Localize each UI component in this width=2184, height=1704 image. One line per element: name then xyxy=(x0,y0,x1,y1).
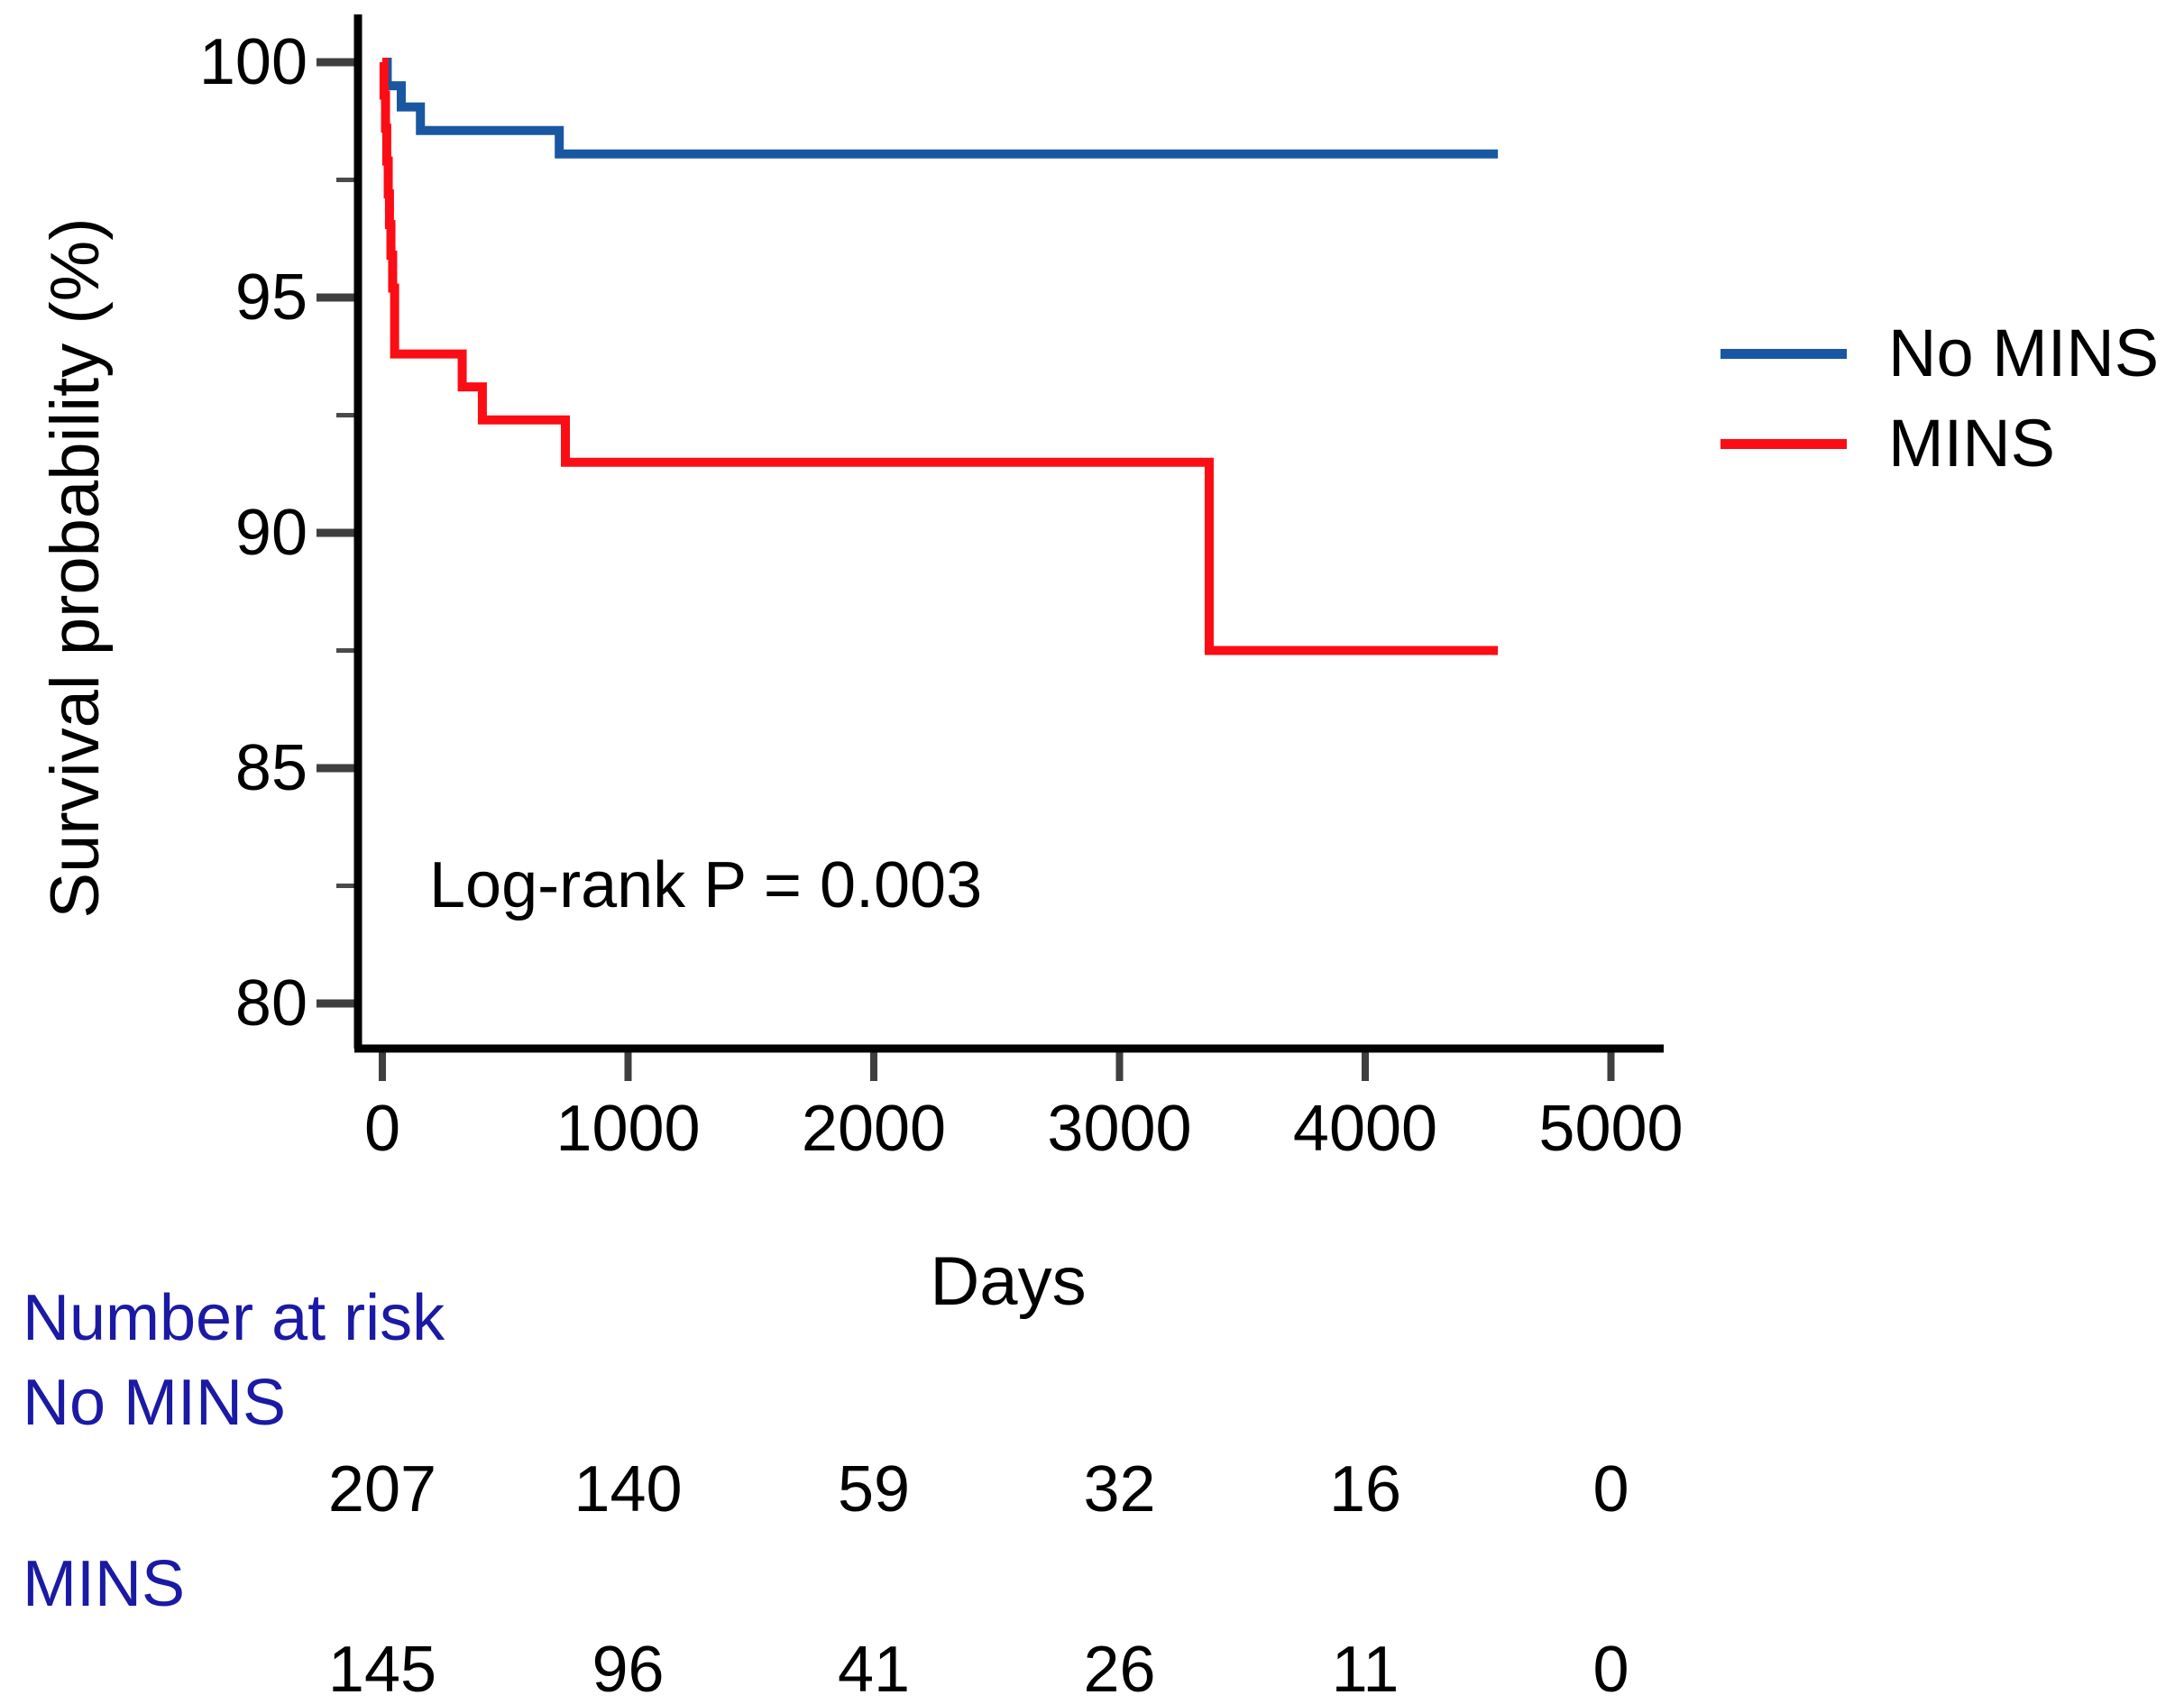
risk-count: 11 xyxy=(1331,1634,1399,1704)
log-rank-annotation: Log-rank P = 0.003 xyxy=(429,849,983,921)
risk-count: 96 xyxy=(592,1634,665,1704)
x-tick-label: 0 xyxy=(363,1093,401,1165)
mins-line-swatch-icon xyxy=(1721,438,1847,449)
y-axis-title: Survival probability (%) xyxy=(37,217,114,919)
x-tick-label: 3000 xyxy=(1047,1093,1192,1165)
risk-count: 207 xyxy=(327,1453,437,1525)
risk-count: 0 xyxy=(1592,1634,1629,1704)
y-tick-label: 90 xyxy=(234,497,307,569)
y-tick-label: 95 xyxy=(234,261,307,334)
risk-count: 145 xyxy=(327,1634,437,1704)
mins-survival-curve xyxy=(379,58,1499,655)
risk-row-label-mins: MINS xyxy=(23,1548,185,1620)
risk-count: 16 xyxy=(1328,1453,1402,1525)
risk-count: 26 xyxy=(1083,1634,1156,1704)
x-tick-label: 1000 xyxy=(555,1093,701,1165)
risk-count: 140 xyxy=(574,1453,683,1525)
legend-item-mins: MINS xyxy=(1721,410,2055,477)
risk-count: 0 xyxy=(1592,1453,1629,1525)
no-mins-line-swatch-icon xyxy=(1721,348,1847,359)
risk-count: 59 xyxy=(837,1453,911,1525)
axis-ticks xyxy=(317,58,1615,1081)
legend-label-no-mins: No MINS xyxy=(1888,316,2160,390)
legend-label-mins: MINS xyxy=(1888,406,2055,481)
x-axis-title: Days xyxy=(930,1243,1087,1320)
y-tick-label: 80 xyxy=(234,967,307,1040)
no-mins-survival-curve xyxy=(382,58,1499,159)
y-tick-label: 100 xyxy=(198,26,307,98)
risk-count: 32 xyxy=(1083,1453,1156,1525)
risk-row-label-no-mins: No MINS xyxy=(23,1367,287,1439)
risk-count: 41 xyxy=(837,1634,911,1704)
x-tick-label: 2000 xyxy=(801,1093,947,1165)
x-tick-label: 4000 xyxy=(1292,1093,1438,1165)
risk-table-title: Number at risk xyxy=(23,1282,445,1354)
y-tick-label: 85 xyxy=(234,732,307,804)
x-tick-label: 5000 xyxy=(1538,1093,1684,1165)
legend-item-no-mins: No MINS xyxy=(1721,320,2159,387)
